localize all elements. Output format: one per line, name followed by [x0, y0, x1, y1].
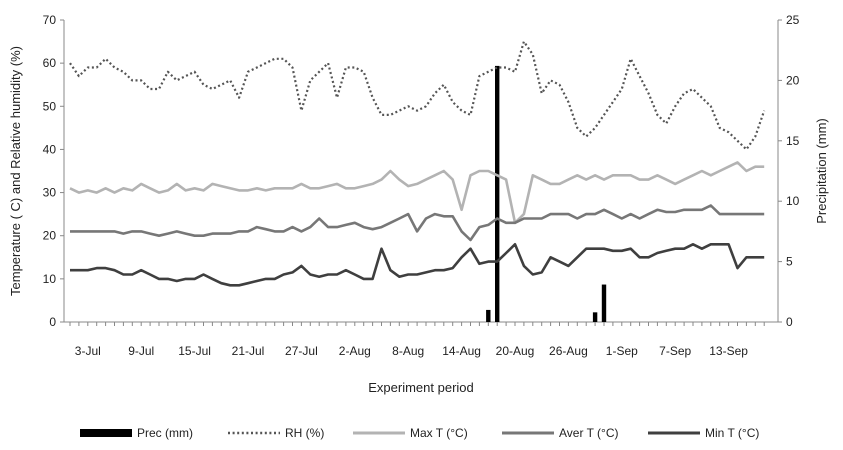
series-line-3: [70, 204, 765, 242]
left-tick-label: 70: [43, 13, 57, 27]
precipitation-bars: [486, 65, 607, 323]
axes: [63, 20, 779, 323]
precipitation-bar: [601, 284, 607, 322]
right-tick-label: 15: [786, 134, 800, 148]
right-tick-label: 20: [786, 73, 800, 87]
legend-label: Min T (°C): [705, 426, 759, 440]
x-ticks: 3-Jul 9-Jul 15-Jul 21-Jul 27-Jul 2-Aug 8-Aug 14…: [69, 322, 765, 358]
right-tick-label: 0: [786, 315, 793, 329]
legend-label: RH (%): [285, 426, 324, 440]
x-tick-label: 13-Sep: [709, 344, 748, 358]
left-tick-label: 0: [49, 315, 56, 329]
left-tick-label: 20: [43, 229, 57, 243]
series-line-4: [70, 243, 765, 287]
right-tick-label: 10: [786, 194, 800, 208]
legend-label: Aver T (°C): [559, 426, 618, 440]
precipitation-bar: [592, 312, 598, 322]
left-tick-label: 10: [43, 272, 57, 286]
x-axis-label: Experiment period: [368, 380, 474, 395]
series-line-1: [69, 40, 766, 151]
legend-label: Max T (°C): [410, 426, 468, 440]
series-line-2: [69, 161, 765, 225]
x-tick-label: 14-Aug: [442, 344, 481, 358]
series-lines: [69, 40, 766, 287]
precipitation-bar: [486, 309, 491, 322]
x-tick-label: 15-Jul: [178, 344, 211, 358]
right-tick-label: 25: [786, 13, 800, 27]
x-tick-label: 2-Aug: [339, 344, 371, 358]
left-tick-label: 40: [43, 142, 57, 156]
left-tick-label: 30: [43, 186, 57, 200]
x-tick-label: 3-Jul: [75, 344, 101, 358]
legend-swatch: [80, 429, 132, 437]
x-tick-label: 27-Jul: [285, 344, 318, 358]
left-tick-label: 50: [43, 99, 57, 113]
x-tick-label: 9-Jul: [128, 344, 154, 358]
right-axis-label: Precipitation (mm): [814, 118, 829, 223]
x-tick-label: 20-Aug: [496, 344, 535, 358]
legend: Prec (mm) RH (%) Max T (°C) Aver T (°C) Min …: [80, 426, 759, 440]
precipitation-bar: [495, 65, 500, 323]
left-tick-label: 60: [43, 56, 57, 70]
x-tick-label: 21-Jul: [232, 344, 265, 358]
x-tick-label: 1-Sep: [606, 344, 638, 358]
x-tick-label: 7-Sep: [659, 344, 691, 358]
right-tick-label: 5: [786, 255, 793, 269]
left-y-ticks: 0 10 20 30 40 50 60 70: [43, 13, 64, 329]
left-axis-label: Temperature ( C) and Relative humidity (…: [8, 46, 23, 296]
right-y-ticks: 0 5 10 15 20 25: [778, 13, 800, 329]
x-tick-label: 26-Aug: [549, 344, 588, 358]
legend-label: Prec (mm): [137, 426, 193, 440]
x-tick-label: 8-Aug: [392, 344, 424, 358]
